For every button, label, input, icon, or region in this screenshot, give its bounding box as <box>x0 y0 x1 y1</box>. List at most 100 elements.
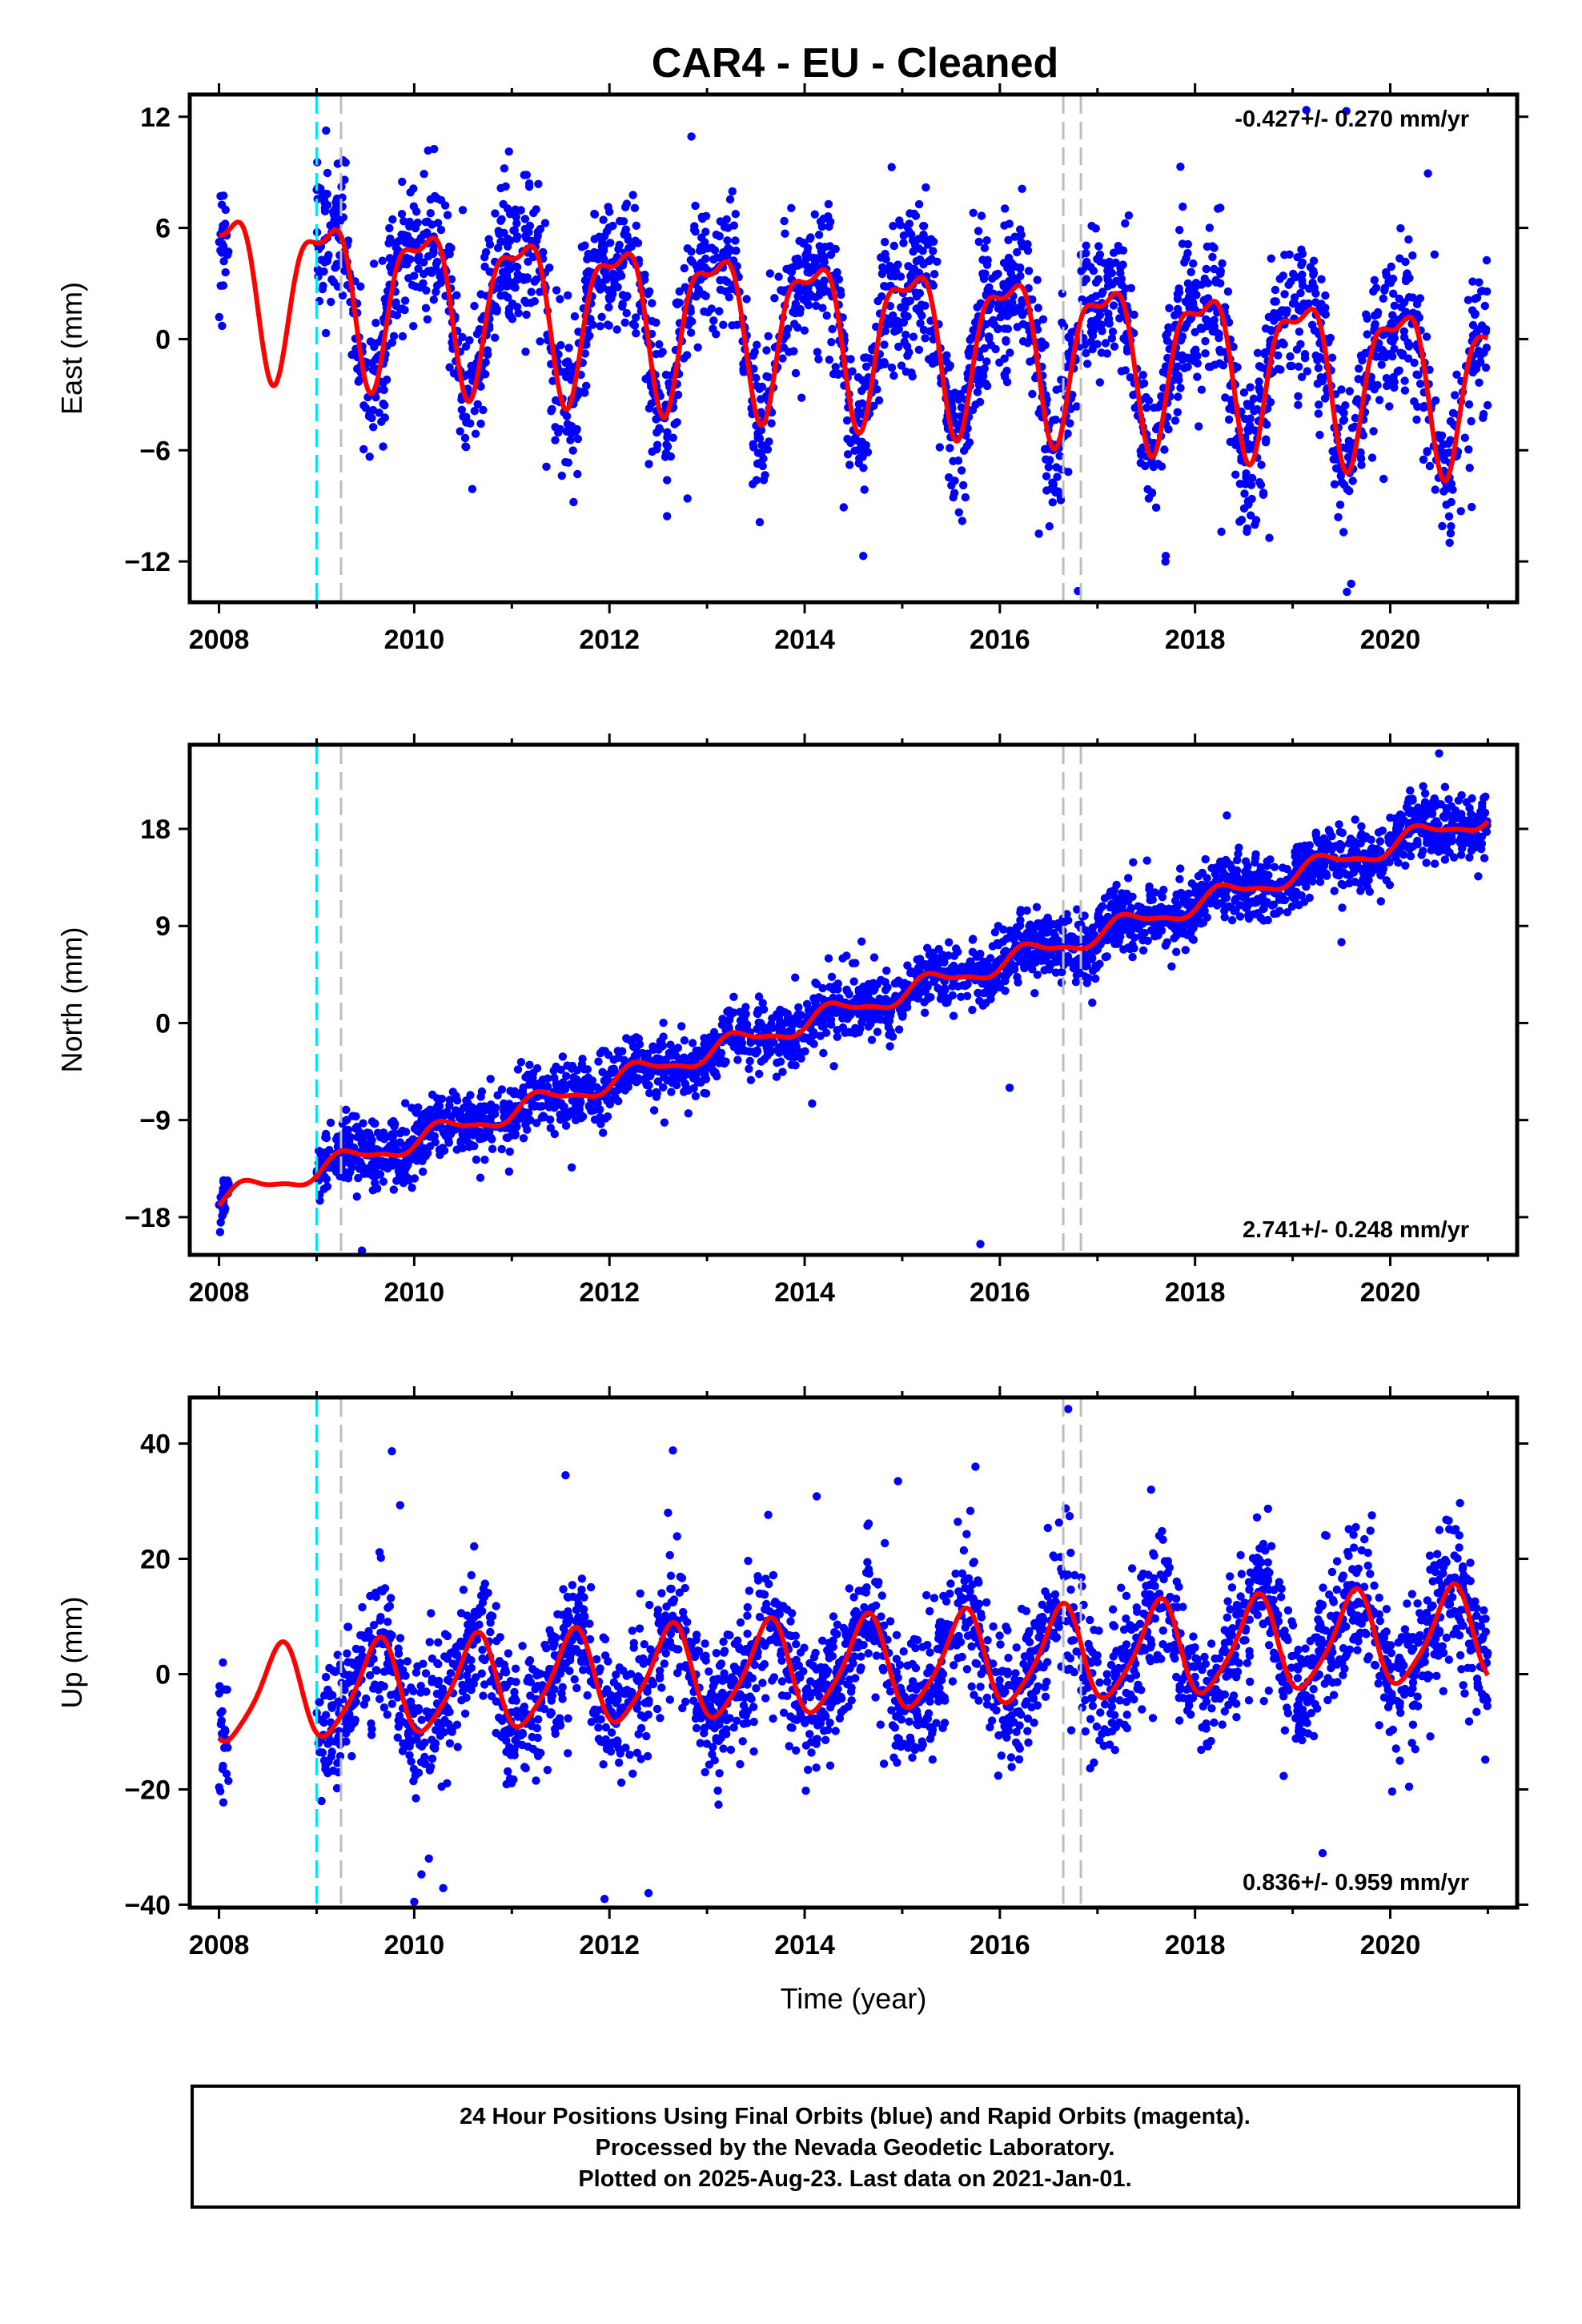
data-point <box>1423 448 1431 456</box>
data-point <box>1215 329 1223 339</box>
data-point <box>513 270 522 279</box>
data-point <box>779 343 789 352</box>
data-point <box>595 232 604 241</box>
data-point <box>221 205 230 215</box>
data-point <box>1390 344 1399 353</box>
data-point <box>1174 376 1183 384</box>
data-point <box>749 440 757 448</box>
data-point <box>1006 926 1014 935</box>
data-point <box>1428 843 1438 852</box>
data-point <box>974 227 983 235</box>
data-point <box>504 147 513 156</box>
data-point <box>1347 579 1355 589</box>
data-point <box>456 1138 465 1148</box>
x-tick-label: 2014 <box>774 625 835 655</box>
data-point <box>380 400 389 410</box>
data-point <box>221 1204 230 1213</box>
data-point <box>397 210 407 219</box>
data-point <box>1383 381 1391 391</box>
data-point <box>580 275 590 285</box>
data-point <box>1384 278 1393 287</box>
data-point <box>1468 502 1476 512</box>
data-point <box>767 419 776 428</box>
data-point <box>1270 316 1279 325</box>
data-point <box>1430 859 1439 868</box>
data-point <box>352 1192 361 1201</box>
data-point <box>510 1087 520 1096</box>
data-point <box>1026 920 1034 929</box>
data-point <box>712 230 721 239</box>
data-point <box>925 951 934 959</box>
data-point <box>921 183 930 192</box>
data-point <box>436 279 445 287</box>
data-point <box>1004 260 1013 269</box>
data-point <box>566 436 575 444</box>
data-point <box>499 199 508 209</box>
data-point <box>397 230 406 239</box>
data-point <box>915 289 925 298</box>
data-point <box>532 1119 541 1128</box>
data-point <box>1193 352 1202 360</box>
data-point <box>1280 306 1289 315</box>
data-point <box>765 269 774 278</box>
data-point <box>1343 587 1351 597</box>
data-point <box>935 443 945 452</box>
data-point <box>502 282 512 291</box>
data-point <box>1330 480 1339 489</box>
data-point <box>404 274 413 283</box>
data-point <box>1137 450 1146 460</box>
data-point <box>824 954 833 963</box>
data-point <box>512 262 520 271</box>
data-point <box>506 236 515 245</box>
data-point <box>1170 416 1180 425</box>
data-point <box>1114 242 1122 251</box>
data-point <box>1253 348 1263 357</box>
data-point <box>359 444 368 454</box>
data-point <box>432 257 442 267</box>
data-point <box>1471 309 1480 319</box>
data-point <box>1257 460 1266 469</box>
data-point <box>781 229 789 238</box>
data-point <box>1313 356 1322 364</box>
data-point <box>1302 106 1311 115</box>
data-point <box>974 365 983 375</box>
data-point <box>1110 342 1119 351</box>
data-point <box>1033 319 1042 328</box>
data-point <box>1357 822 1366 831</box>
data-point <box>371 319 380 328</box>
data-point <box>1042 486 1051 495</box>
data-point <box>1351 413 1360 423</box>
data-point <box>590 209 599 219</box>
data-point <box>1420 789 1430 798</box>
data-point <box>1186 315 1195 324</box>
data-point <box>691 201 700 211</box>
data-point <box>680 354 689 363</box>
y-tick-label: −6 <box>139 436 171 466</box>
data-point <box>630 321 640 330</box>
data-point <box>429 296 438 304</box>
data-point <box>1000 221 1009 230</box>
data-point <box>318 284 327 294</box>
data-point <box>666 452 676 461</box>
data-point <box>480 1128 490 1137</box>
data-point <box>1390 383 1399 392</box>
data-point <box>848 367 857 376</box>
data-point <box>219 257 228 266</box>
data-point <box>458 332 467 342</box>
data-point <box>968 405 978 415</box>
data-point <box>709 316 718 325</box>
data-point <box>1276 365 1285 374</box>
data-point <box>885 262 895 271</box>
data-point <box>889 241 899 251</box>
data-point <box>1250 407 1259 416</box>
data-point <box>457 405 466 414</box>
data-point <box>683 494 692 503</box>
data-point <box>596 247 604 257</box>
data-point <box>1030 989 1039 998</box>
data-point <box>522 298 531 308</box>
data-point <box>692 261 701 271</box>
north-panel: 2008 2010 2012 2014 2016 2018 20201890−9−18Nor… <box>55 734 1528 1308</box>
data-point <box>1283 908 1292 917</box>
data-point <box>622 1034 631 1043</box>
data-point <box>753 340 761 349</box>
